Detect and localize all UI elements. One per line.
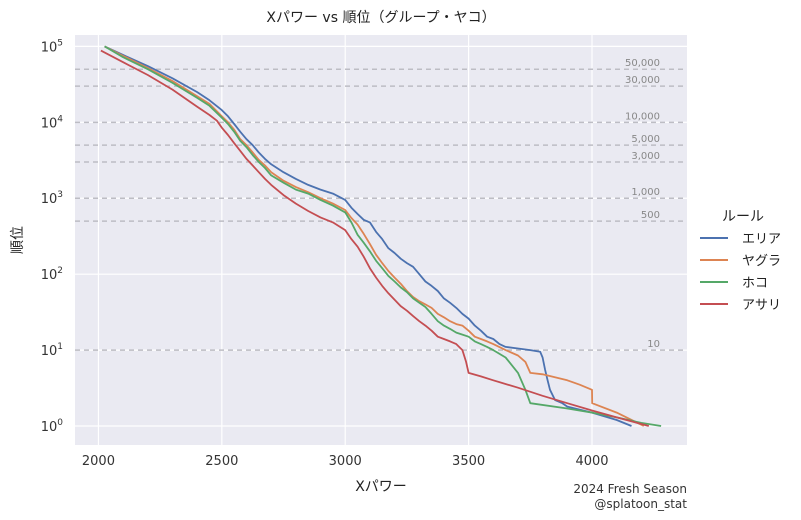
x-axis-label: Xパワー [355,479,407,495]
x-tick-label: 3000 [329,454,362,469]
series-line [104,45,632,427]
series-line [100,49,650,427]
y-tick-label: 104 [41,114,64,131]
y-tick-label: 100 [41,418,64,435]
footer-handle: @splatoon_stat [594,497,687,511]
footer-season: 2024 Fresh Season [573,482,687,496]
reference-line-label: 10,000 [625,111,660,122]
legend-label: ヤグラ [742,254,781,269]
reference-line-label: 1,000 [631,187,660,198]
reference-line-label: 10 [647,339,660,350]
legend-label: ホコ [742,276,768,291]
y-axis-ticks: 100 101 102 103 104 105 [41,38,64,435]
reference-line-label: 3,000 [631,151,660,162]
y-tick-label: 102 [41,266,63,283]
y-tick-label: 105 [41,38,63,55]
reference-line-label: 50,000 [625,58,660,69]
y-tick-label: 103 [41,190,63,207]
reference-line-label: 30,000 [625,75,660,86]
x-tick-label: 4000 [575,454,608,469]
reference-line-label: 5,000 [631,134,660,145]
y-axis-label: 順位 [10,226,26,254]
x-tick-label: 2000 [82,454,115,469]
legend-label: エリア [742,232,781,247]
chart-title: Xパワー vs 順位（グループ・ヤコ） [266,10,495,26]
series-lines [100,45,662,427]
series-line [104,45,662,427]
x-tick-label: 3500 [452,454,485,469]
reference-lines: 50,000 30,000 10,000 5,000 3,000 1,000 500 10 [75,58,687,351]
y-tick-label: 101 [41,342,63,359]
reference-line-label: 500 [641,210,660,221]
plot-area [75,35,687,445]
x-axis-ticks: 2000 2500 3000 3500 4000 [82,454,609,469]
legend-title: ルール [722,209,764,225]
series-line [104,45,645,427]
x-tick-label: 2500 [205,454,238,469]
legend-label: アサリ [742,298,781,313]
